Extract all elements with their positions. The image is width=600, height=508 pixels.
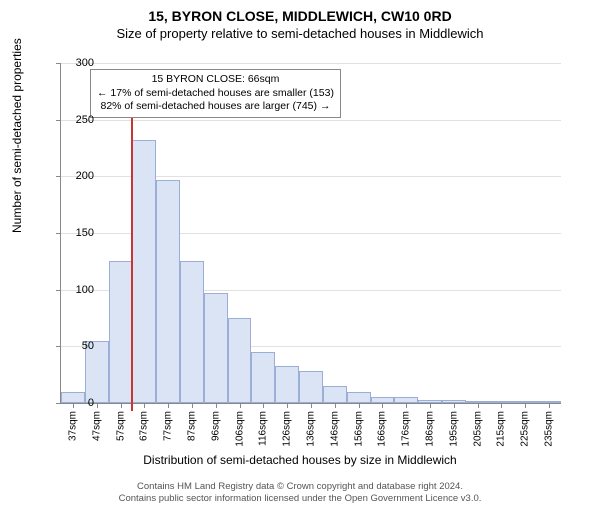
xtick-mark (406, 403, 407, 408)
xtick-mark (454, 403, 455, 408)
ytick-label: 0 (54, 397, 94, 409)
xtick-label: 186sqm (425, 411, 436, 447)
xtick-label: 235sqm (544, 411, 555, 447)
annotation-line3: 82% of semi-detached houses are larger (… (97, 100, 334, 114)
xtick-label: 77sqm (163, 411, 174, 441)
chart-area: 37sqm47sqm57sqm67sqm77sqm87sqm96sqm106sq… (60, 63, 560, 403)
xtick-label: 225sqm (520, 411, 531, 447)
ytick-label: 250 (54, 114, 94, 126)
annotation-box: 15 BYRON CLOSE: 66sqm ← 17% of semi-deta… (90, 69, 341, 118)
xtick-label: 87sqm (186, 411, 197, 441)
histogram-bar (323, 386, 347, 403)
gridline (61, 63, 561, 64)
xtick-mark (168, 403, 169, 408)
xtick-mark (192, 403, 193, 408)
marker-stub (131, 403, 133, 411)
xtick-label: 136sqm (306, 411, 317, 447)
histogram-bar (109, 261, 133, 403)
histogram-bar (204, 293, 228, 403)
ytick-label: 300 (54, 57, 94, 69)
xtick-label: 96sqm (210, 411, 221, 441)
histogram-bar (299, 371, 323, 403)
ytick-label: 100 (54, 284, 94, 296)
xtick-mark (144, 403, 145, 408)
xtick-mark (311, 403, 312, 408)
chart-title-desc: Size of property relative to semi-detach… (0, 26, 600, 41)
xtick-mark (287, 403, 288, 408)
chart-title-address: 15, BYRON CLOSE, MIDDLEWICH, CW10 0RD (0, 8, 600, 24)
y-axis-label: Number of semi-detached properties (10, 38, 24, 233)
histogram-bar (156, 180, 180, 403)
xtick-label: 106sqm (234, 411, 245, 447)
histogram-bar (180, 261, 204, 403)
ytick-label: 200 (54, 170, 94, 182)
gridline (61, 120, 561, 121)
xtick-mark (549, 403, 550, 408)
histogram-bar (275, 366, 299, 403)
histogram-bar (132, 140, 156, 403)
xtick-mark (121, 403, 122, 408)
histogram-bar (251, 352, 275, 403)
xtick-label: 37sqm (67, 411, 78, 441)
xtick-label: 146sqm (329, 411, 340, 447)
xtick-mark (501, 403, 502, 408)
annotation-line1: 15 BYRON CLOSE: 66sqm (97, 73, 334, 87)
annotation-line2: ← 17% of semi-detached houses are smalle… (97, 87, 334, 101)
ytick-label: 50 (54, 340, 94, 352)
xtick-mark (263, 403, 264, 408)
xtick-label: 47sqm (91, 411, 102, 441)
x-axis-label: Distribution of semi-detached houses by … (0, 453, 600, 467)
xtick-mark (240, 403, 241, 408)
marker-line (131, 111, 133, 403)
xtick-label: 57sqm (115, 411, 126, 441)
xtick-mark (430, 403, 431, 408)
histogram-bar (228, 318, 252, 403)
footer-line1: Contains HM Land Registry data © Crown c… (0, 481, 600, 492)
xtick-label: 166sqm (377, 411, 388, 447)
footer: Contains HM Land Registry data © Crown c… (0, 481, 600, 504)
xtick-label: 67sqm (139, 411, 150, 441)
xtick-mark (525, 403, 526, 408)
xtick-label: 215sqm (496, 411, 507, 447)
xtick-mark (478, 403, 479, 408)
xtick-label: 156sqm (353, 411, 364, 447)
ytick-label: 150 (54, 227, 94, 239)
xtick-mark (335, 403, 336, 408)
xtick-mark (97, 403, 98, 408)
histogram-bar (347, 392, 371, 403)
xtick-label: 195sqm (448, 411, 459, 447)
xtick-label: 116sqm (258, 411, 269, 446)
xtick-label: 205sqm (472, 411, 483, 447)
footer-line2: Contains public sector information licen… (0, 493, 600, 504)
xtick-label: 176sqm (401, 411, 412, 447)
xtick-mark (359, 403, 360, 408)
xtick-mark (216, 403, 217, 408)
xtick-label: 126sqm (282, 411, 293, 447)
xtick-mark (382, 403, 383, 408)
